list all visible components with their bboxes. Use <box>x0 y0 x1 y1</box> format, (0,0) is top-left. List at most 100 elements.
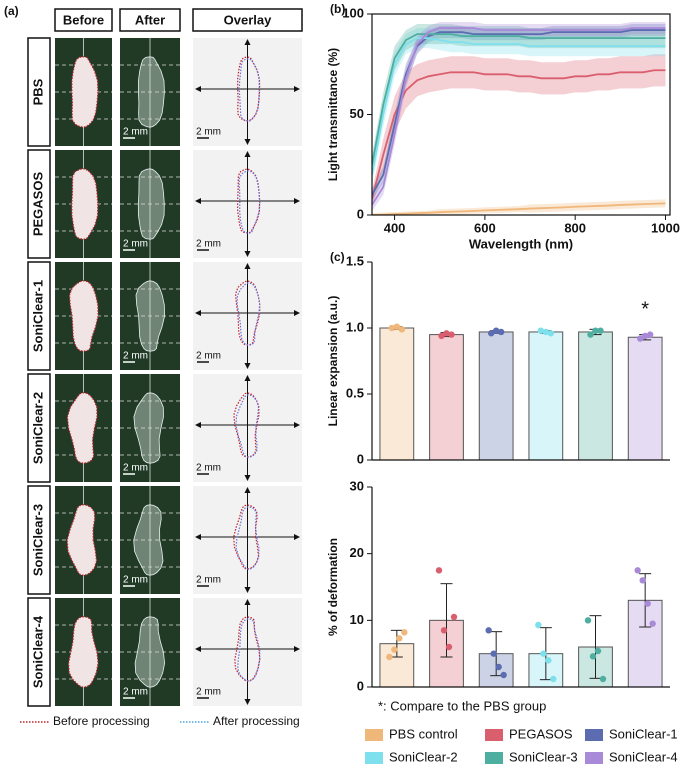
tissue-after <box>135 280 166 352</box>
arrow <box>244 151 251 157</box>
legend-label: After processing <box>213 714 300 728</box>
arrow <box>244 363 251 369</box>
line <box>372 29 666 196</box>
data-point <box>490 650 497 657</box>
data-point <box>537 327 545 334</box>
row-label: SoniClear-1 <box>30 280 45 352</box>
data-point <box>649 620 656 627</box>
tissue-before <box>66 392 98 464</box>
arrow <box>195 198 201 204</box>
y-axis-label: Light transmittance (%) <box>326 48 340 181</box>
y-tick-label: 0 <box>357 451 364 466</box>
data-point <box>634 567 641 574</box>
y-tick-label: 1.5 <box>346 253 364 268</box>
outline-before <box>234 280 261 346</box>
x-tick-label: 400 <box>384 220 406 235</box>
arrow <box>244 39 251 45</box>
scale-label: 2 mm <box>123 351 148 362</box>
data-point <box>597 327 604 334</box>
arrow <box>294 646 300 652</box>
error-band <box>372 24 666 175</box>
x-axis-label: Wavelength (nm) <box>469 236 573 251</box>
tissue-before <box>71 56 99 128</box>
row-label-box <box>27 597 51 707</box>
data-point <box>535 621 542 629</box>
data-point <box>492 327 500 334</box>
scale-label: 2 mm <box>123 463 148 474</box>
column-header: Overlay <box>224 12 272 27</box>
legend-swatch <box>485 752 503 764</box>
y-axis-label: Linear expansion (a.u.) <box>326 296 340 427</box>
legend-swatch <box>365 729 383 741</box>
legend-label: SoniClear-3 <box>509 749 578 764</box>
tissue-before <box>67 616 99 688</box>
data-point <box>594 647 602 655</box>
bar <box>528 331 564 461</box>
data-point <box>393 323 401 330</box>
y-tick-label: 50 <box>350 106 364 121</box>
line <box>372 27 666 206</box>
column-header: After <box>135 12 165 27</box>
tissue-before <box>68 280 99 352</box>
y-axis-label: % of deformation <box>326 538 340 636</box>
row-label-box <box>27 149 51 259</box>
tissue-after <box>137 168 165 240</box>
arrow <box>195 310 201 316</box>
data-point <box>550 675 557 683</box>
column-header: Before <box>63 12 104 27</box>
error-band <box>372 28 666 185</box>
data-point <box>547 330 555 337</box>
arrow <box>294 86 300 92</box>
data-point <box>639 577 646 584</box>
y-tick-label: 30 <box>350 478 364 493</box>
arrow <box>244 487 251 493</box>
legend-label: PBS control <box>389 726 458 741</box>
arrow <box>244 251 251 257</box>
panel-label: (b) <box>330 2 345 16</box>
data-point <box>440 627 448 634</box>
data-point <box>545 657 552 664</box>
row-label: SoniClear-3 <box>30 504 45 576</box>
data-point <box>443 330 450 337</box>
legend-swatch <box>585 752 603 764</box>
outline-after <box>238 58 260 122</box>
scale-label: 2 mm <box>196 575 221 586</box>
tissue-before <box>71 168 99 240</box>
data-point <box>592 327 599 334</box>
y-tick-label: 100 <box>342 5 364 20</box>
line <box>372 33 666 165</box>
arrow <box>294 534 300 540</box>
y-tick-label: 1.0 <box>346 319 364 334</box>
row-label-box <box>27 37 51 147</box>
legend-label: PEGASOS <box>509 726 573 741</box>
y-tick-label: 10 <box>350 612 364 627</box>
panel-label: (a) <box>4 4 19 18</box>
arrow <box>244 375 251 381</box>
bar <box>627 336 663 461</box>
scale-label: 2 mm <box>123 127 148 138</box>
data-point <box>388 324 396 332</box>
tissue-after <box>133 392 164 464</box>
scale-label: 2 mm <box>196 351 221 362</box>
data-point <box>641 332 649 340</box>
data-point <box>396 635 403 642</box>
data-point <box>599 675 607 683</box>
data-point <box>391 646 398 653</box>
data-point <box>644 600 651 607</box>
scale-label: 2 mm <box>123 687 148 698</box>
data-point <box>646 331 654 338</box>
data-point <box>587 331 594 338</box>
data-point <box>497 328 505 336</box>
data-point <box>542 328 550 336</box>
row-label: SoniClear-2 <box>30 392 45 464</box>
data-point <box>448 331 455 338</box>
y-tick-label: 0.5 <box>346 385 364 400</box>
legend-swatch <box>485 729 503 741</box>
row-label-box <box>27 485 51 595</box>
row-label: PBS <box>30 78 45 105</box>
data-point <box>485 627 492 634</box>
outline-before <box>234 616 261 682</box>
plot-frame <box>371 13 671 216</box>
legend-swatch <box>365 752 383 764</box>
